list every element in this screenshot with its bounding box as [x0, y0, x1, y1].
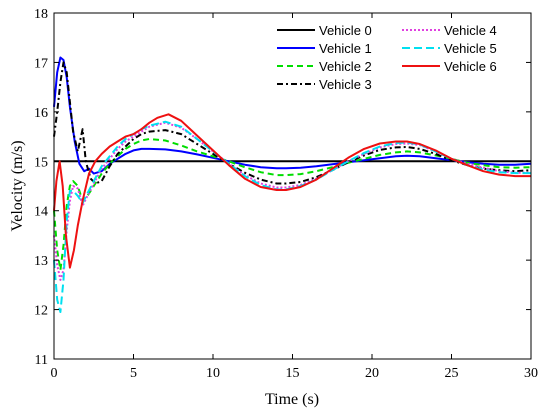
y-tick-label: 15	[34, 155, 48, 170]
x-tick-label: 15	[286, 366, 300, 381]
series-line-vehicle-2	[53, 138, 532, 271]
legend: Vehicle 0 Vehicle 1 Vehicle 2 Vehicle 3 Vehi…	[277, 23, 497, 92]
y-axis: 11 12 13 14 15 16 17 18	[34, 7, 531, 368]
legend-label-vehicle-2: Vehicle 2	[319, 59, 372, 74]
series-line-vehicle-6	[53, 113, 531, 269]
y-axis-label: Velocity (m/s)	[9, 140, 26, 231]
legend-label-vehicle-5: Vehicle 5	[444, 41, 497, 56]
x-tick-label: 10	[206, 366, 220, 381]
y-tick-label: 18	[34, 7, 48, 22]
y-tick-label: 14	[34, 205, 48, 220]
x-tick-label: 20	[365, 366, 379, 381]
y-tick-label: 17	[34, 56, 48, 71]
legend-label-vehicle-4: Vehicle 4	[444, 23, 497, 38]
legend-label-vehicle-1: Vehicle 1	[319, 41, 372, 56]
x-tick-label: 5	[130, 366, 137, 381]
series-layer	[53, 56, 532, 313]
x-axis: 0 5 10 15 20 25 30	[51, 13, 538, 381]
legend-label-vehicle-3: Vehicle 3	[319, 77, 372, 92]
series-line-vehicle-3	[53, 61, 532, 185]
series-line-vehicle-1	[53, 56, 532, 175]
x-axis-label: Time (s)	[265, 391, 319, 408]
y-tick-label: 13	[34, 254, 48, 269]
legend-label-vehicle-6: Vehicle 6	[444, 59, 497, 74]
x-tick-label: 30	[524, 366, 538, 381]
x-tick-label: 0	[51, 366, 58, 381]
legend-label-vehicle-0: Vehicle 0	[319, 23, 372, 38]
y-tick-label: 11	[35, 353, 48, 368]
y-tick-label: 16	[34, 106, 48, 121]
x-tick-label: 25	[445, 366, 459, 381]
y-tick-label: 12	[34, 304, 48, 319]
